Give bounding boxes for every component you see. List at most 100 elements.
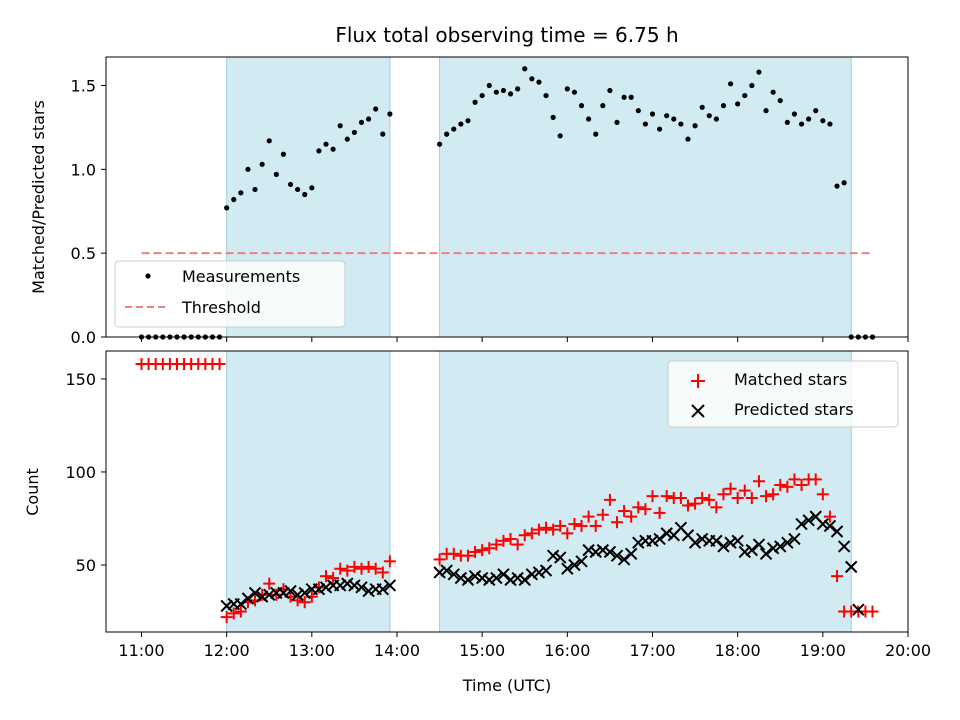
- measurement-point: [827, 121, 833, 127]
- top-ytick-label: 1.0: [71, 160, 96, 179]
- predicted-star-point: [837, 540, 851, 553]
- xtick-label: 16:00: [544, 641, 590, 660]
- bottom-legend-box: [667, 360, 899, 428]
- matched-star-point: [823, 510, 836, 523]
- measurement-point: [813, 108, 819, 114]
- measurement-point: [536, 79, 542, 85]
- measurement-point: [820, 118, 826, 124]
- matched-star-point: [369, 562, 382, 575]
- predicted-star-point: [724, 536, 737, 549]
- measurement-point: [784, 119, 790, 125]
- predicted-star-point: [823, 519, 837, 533]
- predicted-star-point: [816, 517, 830, 531]
- matched-star-point: [383, 555, 396, 568]
- predicted-star-point: [695, 532, 709, 546]
- predicted-star-point: [263, 588, 276, 601]
- measurement-point: [287, 181, 294, 188]
- matched-star-point: [603, 493, 616, 506]
- matched-star-point: [469, 545, 482, 558]
- predicted-star-point: [795, 517, 808, 531]
- xtick-label: 14:00: [374, 641, 420, 660]
- predicted-star-point: [497, 568, 510, 581]
- measurement-point: [493, 89, 499, 95]
- predicted-star-point: [468, 569, 482, 583]
- matched-star-point: [731, 492, 744, 505]
- measurement-point: [444, 131, 450, 137]
- measurement-point: [330, 146, 336, 152]
- predicted-star-point: [738, 545, 751, 559]
- matched-star-point: [483, 542, 496, 555]
- matched-star-point: [376, 566, 389, 579]
- matched-star-point: [575, 519, 588, 532]
- predicted-star-point: [334, 579, 347, 592]
- matched-star-point: [540, 521, 553, 534]
- predicted-star-point: [447, 568, 460, 581]
- measurement-point: [515, 86, 521, 92]
- matched-star-point: [738, 484, 751, 497]
- xtick-label: 19:00: [800, 641, 846, 660]
- measurement-point: [607, 87, 613, 94]
- matched-star-point: [632, 501, 645, 514]
- bottom-shaded-intervals: [226, 350, 852, 633]
- xtick-label: 18:00: [715, 641, 761, 660]
- matched-star-point: [611, 516, 624, 529]
- measurement-point: [436, 141, 443, 147]
- measurement-point: [834, 183, 840, 189]
- matched-star-point: [547, 523, 560, 536]
- predicted-star-point: [710, 534, 723, 548]
- measurement-point: [656, 126, 663, 132]
- measurement-point: [791, 111, 798, 117]
- matched-star-point: [625, 510, 638, 523]
- legend-measurements-label: Measurements: [182, 267, 300, 286]
- measurement-point: [671, 116, 677, 122]
- matched-star-point: [554, 519, 567, 532]
- top-axis-ticks: 0.0 0.5 1.0 1.5: [71, 77, 909, 347]
- matched-star-point: [334, 562, 347, 575]
- top-panel: 0.0 0.5 1.0 1.5 Flux total observing time =…: [29, 23, 909, 347]
- measurement-point: [323, 141, 329, 147]
- measurement-point: [685, 136, 691, 142]
- matched-star-point: [263, 577, 276, 590]
- measurement-point: [465, 118, 471, 124]
- measurement-point: [543, 92, 549, 99]
- predicted-star-point: [568, 558, 581, 572]
- matched-star-point: [653, 506, 666, 519]
- predicted-star-point: [539, 564, 553, 577]
- measurement-point: [224, 205, 230, 211]
- matched-star-point: [795, 478, 808, 491]
- measurement-point: [451, 126, 457, 132]
- top-shaded-intervals: [226, 56, 852, 338]
- measurement-point: [720, 103, 727, 109]
- xtick-label: 15:00: [459, 641, 505, 660]
- measurement-point: [586, 116, 592, 122]
- matched-star-point: [767, 488, 780, 501]
- predicted-star-point: [752, 538, 766, 551]
- matched-star-point: [689, 497, 702, 510]
- matched-star-point: [298, 596, 311, 609]
- matched-star-point: [774, 478, 787, 491]
- matched-star-point: [511, 538, 524, 551]
- top-axes-frame: [105, 56, 909, 338]
- matched-star-point: [320, 570, 333, 583]
- measurement-point: [522, 66, 528, 72]
- matched-star-point: [341, 564, 354, 577]
- predicted-star-point: [461, 573, 475, 587]
- predicted-star-point: [561, 562, 574, 575]
- matched-star-point: [681, 499, 694, 512]
- matched-star-point: [504, 532, 517, 545]
- matched-star-point: [674, 492, 687, 505]
- predicted-star-point: [603, 545, 617, 559]
- predicted-star-point: [255, 590, 269, 603]
- predicted-star-point: [220, 599, 233, 613]
- measurement-point: [614, 119, 620, 125]
- matched-star-point: [816, 488, 829, 501]
- matched-star-point: [561, 527, 574, 540]
- legend-predicted-label: Predicted stars: [734, 400, 854, 419]
- measurement-point: [649, 111, 656, 117]
- top-legend-box: [114, 260, 346, 328]
- predicted-star-point: [610, 549, 624, 562]
- predicted-star-point: [348, 579, 361, 592]
- measurement-point: [557, 133, 563, 139]
- matched-star-point: [497, 534, 510, 547]
